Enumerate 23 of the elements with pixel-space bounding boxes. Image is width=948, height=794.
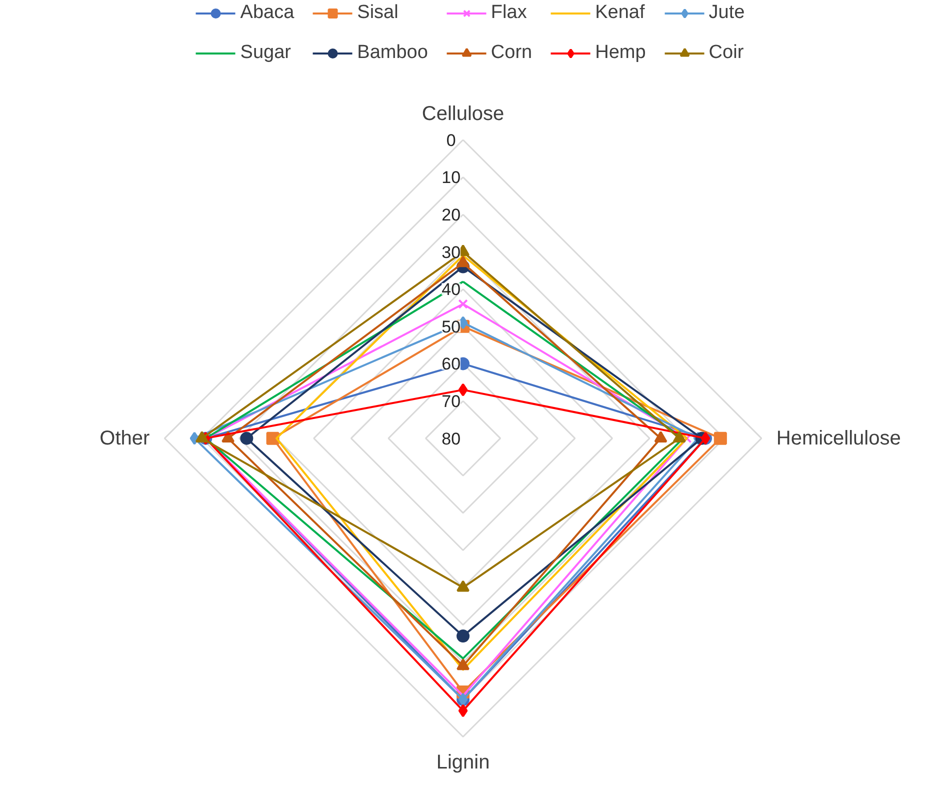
spoke-label: Hemicellulose [776, 427, 901, 450]
y-tick-label: 10 [442, 168, 461, 188]
spoke-label: Other [100, 427, 150, 450]
spoke-label: Lignin [436, 752, 490, 774]
legend-label: Coir [708, 42, 744, 64]
legend-label: Hemp [595, 42, 646, 64]
legend-label: Flax [490, 2, 527, 24]
y-tick-label: 50 [442, 317, 461, 336]
legend-label: Jute [708, 2, 745, 24]
y-tick-label: 60 [442, 354, 461, 374]
y-tick-label: 80 [442, 429, 461, 448]
y-tick-label: 40 [442, 280, 461, 300]
y-tick-label: 70 [442, 392, 461, 412]
y-tick-label: 30 [442, 242, 461, 262]
legend-label: Bamboo [357, 42, 428, 64]
y-tick-label: 20 [442, 205, 461, 224]
spoke-label: Cellulose [422, 102, 504, 125]
legend-label: Corn [490, 42, 532, 64]
legend-label: Abaca [240, 2, 294, 24]
legend-label: Kenaf [595, 2, 645, 24]
legend-label: Sisal [357, 2, 398, 24]
y-tick-label: 0 [446, 130, 456, 150]
legend-label: Sugar [240, 42, 291, 64]
